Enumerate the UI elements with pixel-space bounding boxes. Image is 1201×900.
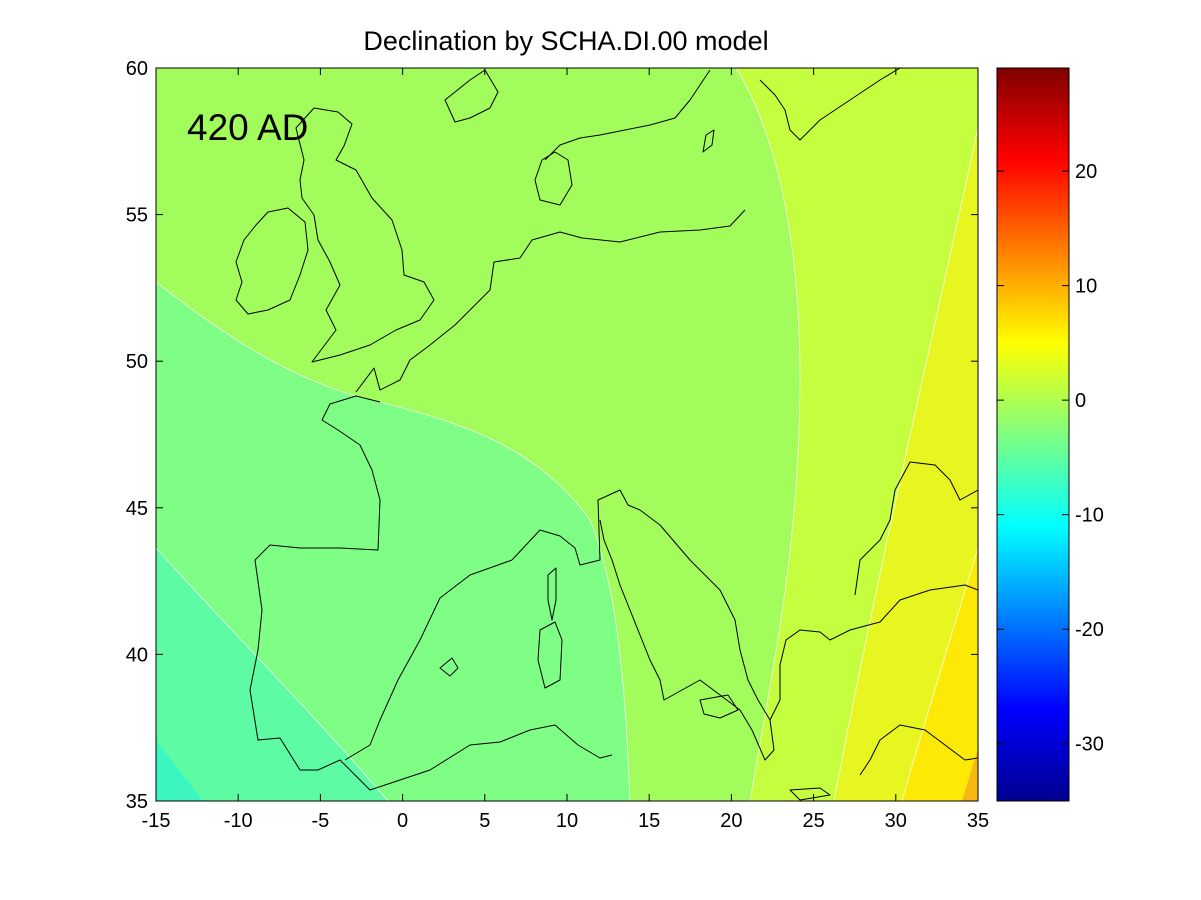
colorbar-tick-label: -20 bbox=[1075, 619, 1104, 641]
contour-3 bbox=[833, 127, 978, 801]
y-tick-label: 35 bbox=[126, 791, 148, 813]
epoch-label: 420 AD bbox=[187, 107, 308, 148]
coastline-island-corsica-sardinia bbox=[537, 567, 563, 689]
coastline-island-mallorca bbox=[439, 657, 459, 677]
colorbar-tick-label: 0 bbox=[1075, 390, 1086, 412]
coastline-great-britain bbox=[295, 107, 435, 363]
x-axis: -15 -10 -5 0 5 10 15 20 25 30 35 bbox=[142, 68, 989, 832]
colorbar-ticks: -30 -20 -10 0 10 20 bbox=[997, 161, 1104, 756]
x-tick-label: 35 bbox=[967, 810, 989, 832]
y-tick-label: 40 bbox=[126, 644, 148, 666]
coastline-island-gotland bbox=[702, 129, 715, 153]
colorbar-tick-label: -30 bbox=[1075, 734, 1104, 756]
y-tick-label: 50 bbox=[126, 351, 148, 373]
x-tick-label: -15 bbox=[142, 810, 171, 832]
coastline-gulf bbox=[759, 68, 901, 141]
coastline-spain-east bbox=[511, 489, 641, 566]
colorbar-tick-label: 20 bbox=[1075, 161, 1097, 183]
y-axis: 35 40 45 50 55 60 bbox=[126, 58, 978, 813]
coastline-italy bbox=[599, 509, 775, 761]
x-tick-label: -10 bbox=[224, 810, 253, 832]
contour-minus3 bbox=[156, 281, 631, 801]
contour-0 bbox=[735, 68, 801, 801]
coastline-scandinavia bbox=[444, 69, 499, 123]
coastline-baltic bbox=[544, 69, 711, 161]
coastline-france-iberia bbox=[249, 395, 613, 791]
x-tick-label: 30 bbox=[885, 810, 907, 832]
coastline-continent-west bbox=[355, 209, 746, 393]
coastline-balkans bbox=[769, 584, 978, 721]
band-3-to-6 bbox=[834, 128, 978, 801]
coastline-island-crete bbox=[789, 787, 831, 801]
coastline-denmark bbox=[534, 151, 573, 206]
coastline-iberia-mediterranean bbox=[344, 559, 513, 761]
band-minus12-to-minus9 bbox=[156, 740, 203, 801]
x-tick-label: 25 bbox=[802, 810, 824, 832]
band-9-to-12 bbox=[962, 748, 978, 801]
contour-6 bbox=[901, 547, 978, 801]
coastline-black-sea bbox=[854, 461, 978, 596]
map-area bbox=[156, 68, 978, 801]
chart-title: Declination by SCHA.DI.00 model bbox=[363, 26, 768, 56]
coastline-island-sicily bbox=[699, 694, 739, 719]
contour-minus6 bbox=[156, 547, 389, 801]
colorbar-gradient bbox=[996, 67, 1070, 802]
x-tick-label: -5 bbox=[312, 810, 330, 832]
x-tick-label: 5 bbox=[479, 810, 490, 832]
y-tick-label: 60 bbox=[126, 58, 148, 80]
x-tick-label: 0 bbox=[397, 810, 408, 832]
x-tick-label: 15 bbox=[638, 810, 660, 832]
colorbar: -30 -20 -10 0 10 20 bbox=[996, 67, 1104, 802]
coastline-ireland bbox=[235, 207, 309, 315]
y-tick-label: 55 bbox=[126, 205, 148, 227]
x-tick-label: 10 bbox=[556, 810, 578, 832]
band-minus6-to-minus3 bbox=[156, 282, 630, 801]
coastline-asia-minor bbox=[859, 724, 978, 776]
colorbar-tick-label: 10 bbox=[1075, 276, 1097, 298]
colorbar-tick-label: -10 bbox=[1075, 505, 1104, 527]
coastlines bbox=[235, 68, 978, 801]
y-tick-label: 45 bbox=[126, 498, 148, 520]
x-tick-label: 20 bbox=[720, 810, 742, 832]
